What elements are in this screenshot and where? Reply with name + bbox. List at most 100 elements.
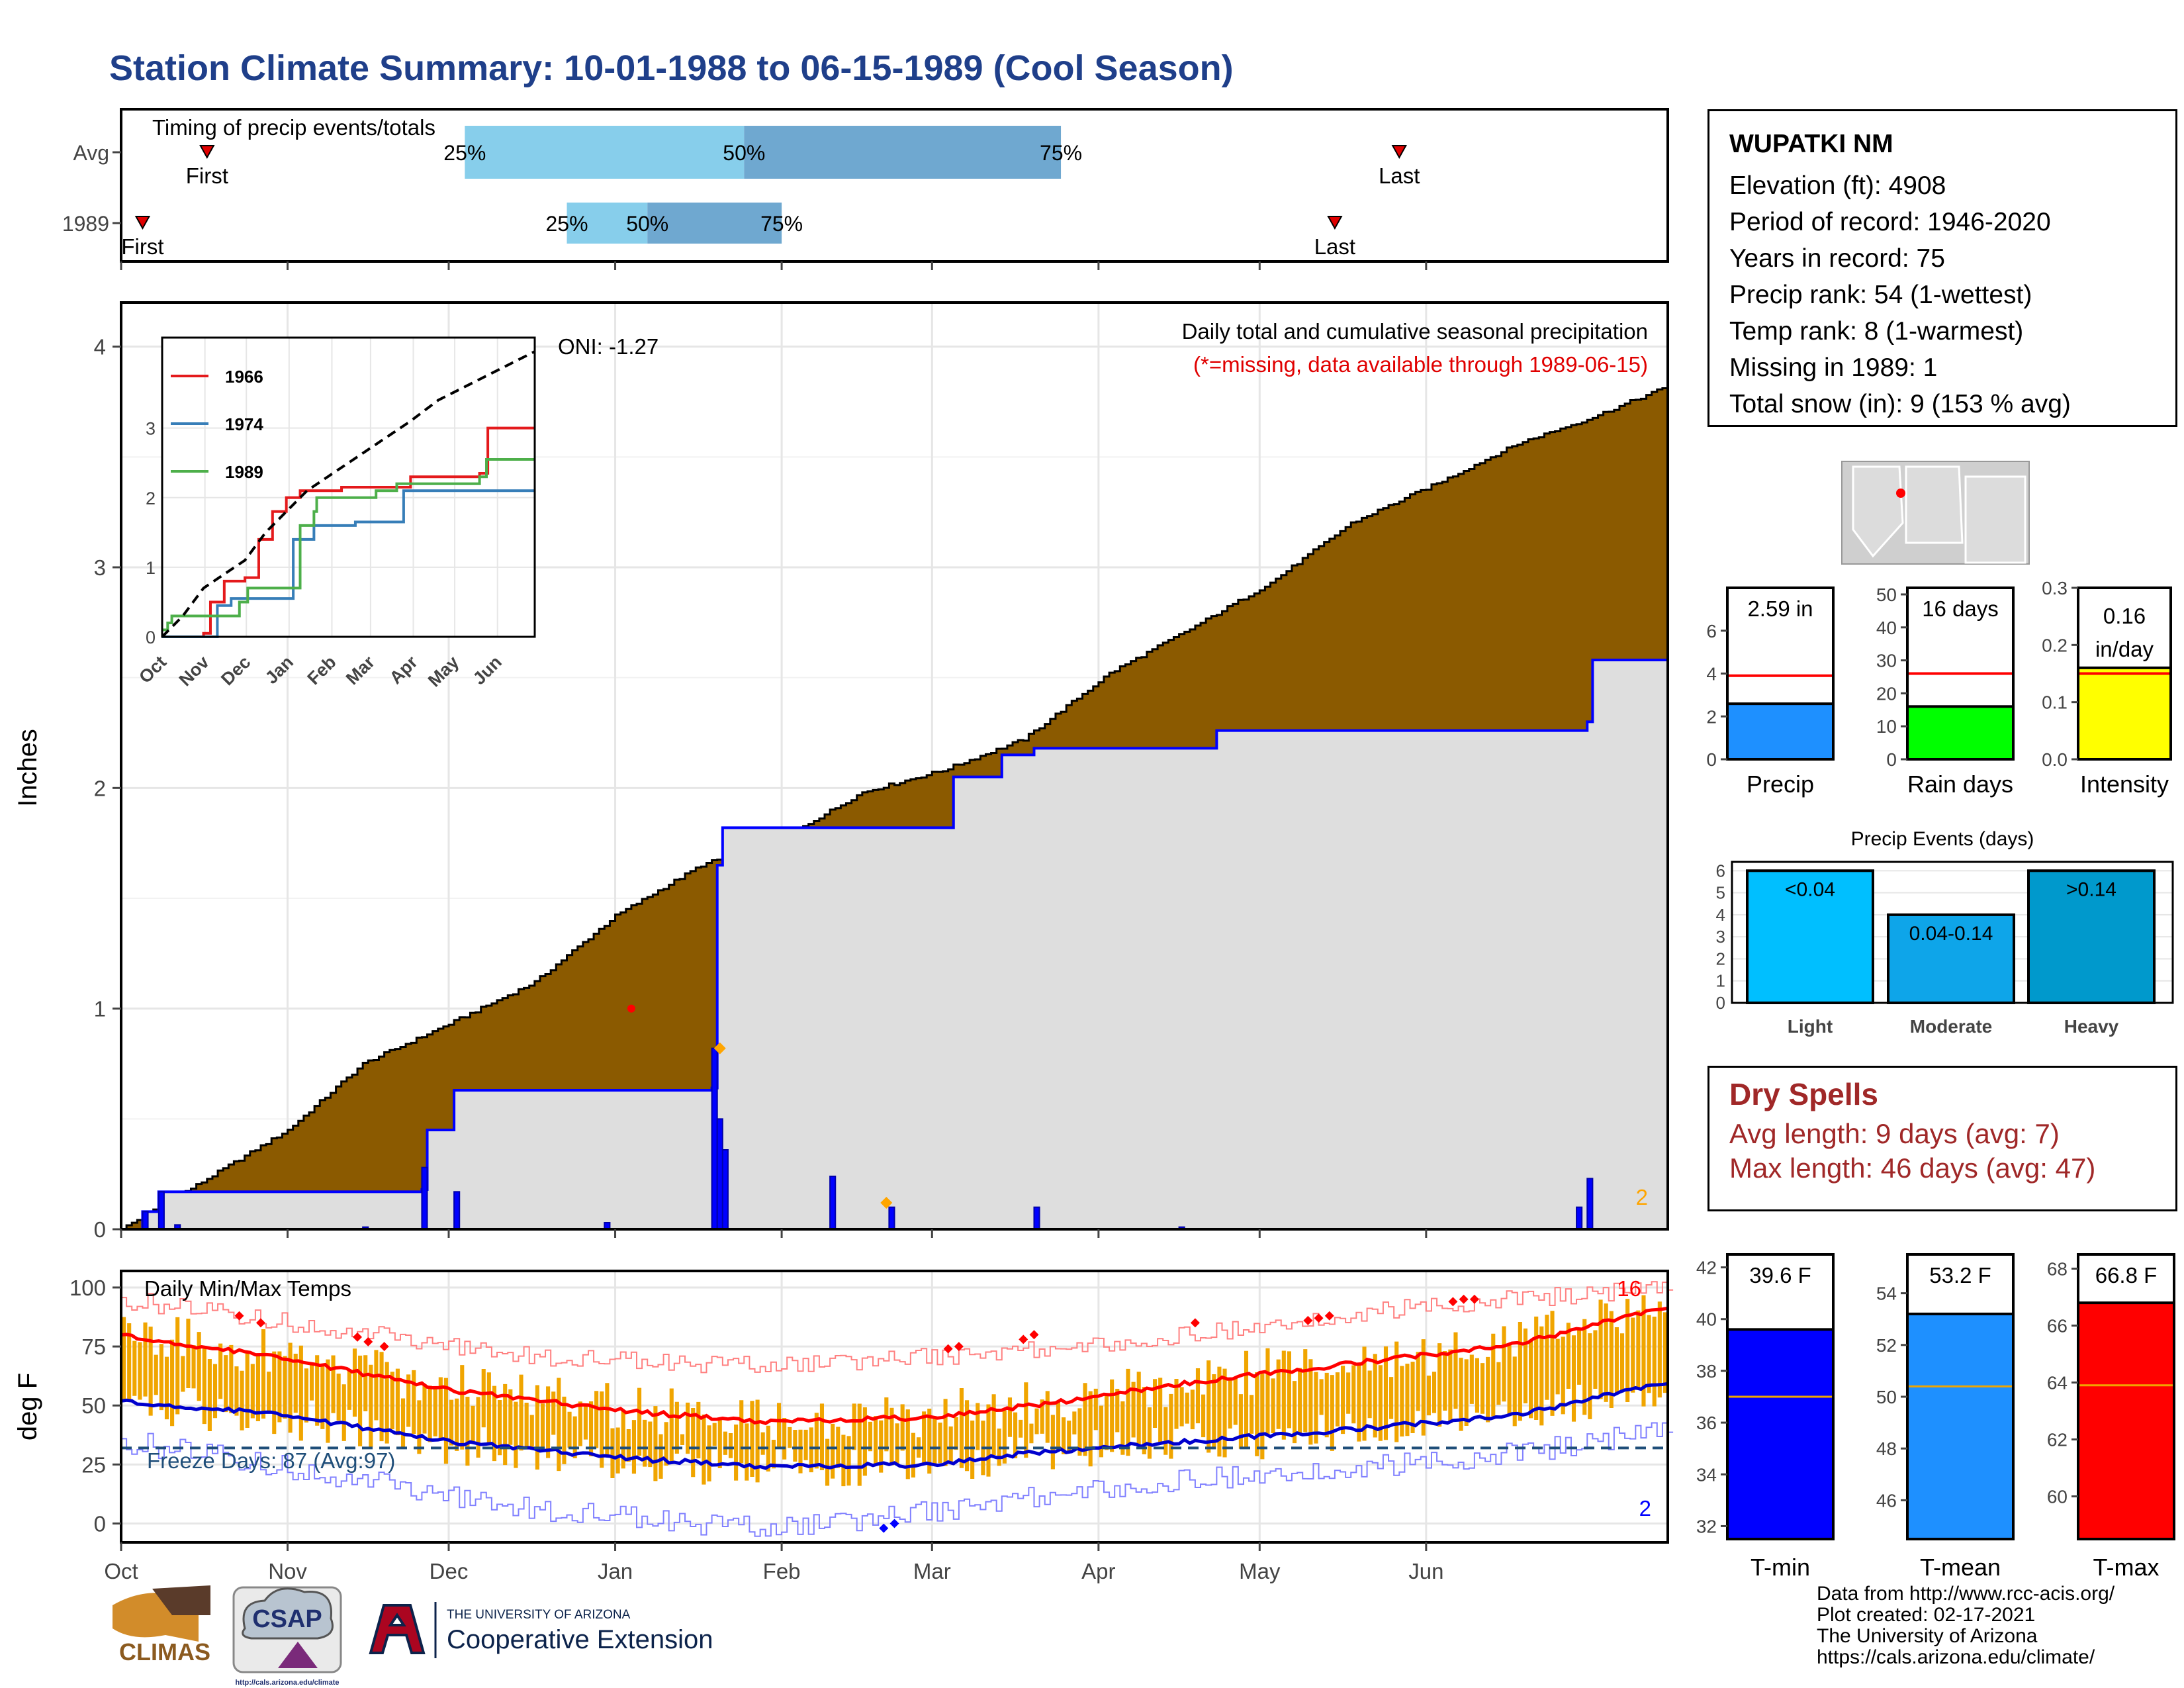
temp-gauge-value-bar	[1726, 1328, 1835, 1540]
inset-y-tick-label: 0	[146, 628, 156, 647]
avg-max-temp-line	[120, 1306, 1668, 1425]
daily-precip-bar	[716, 1118, 723, 1231]
daily-precip-bar	[1586, 1178, 1594, 1231]
csap-url-text: http://cals.arizona.edu/climate	[235, 1679, 339, 1687]
inset-y-tick-label: 2	[146, 489, 156, 508]
temp-y-tick-label: 0	[94, 1511, 106, 1536]
event-bar-label: >0.14	[2066, 878, 2116, 900]
inset-legend-label: 1974	[225, 414, 263, 434]
first-label: First	[121, 234, 163, 259]
precip-tick-label: 6	[1706, 621, 1717, 641]
event-bar	[2027, 869, 2156, 1004]
event-bar	[1887, 913, 2015, 1004]
temp-y-tick-label: 100	[69, 1276, 106, 1300]
oni-label: ONI: -1.27	[558, 334, 659, 359]
month-axis-label: Oct	[104, 1559, 138, 1583]
daily-precip-bar	[142, 1211, 149, 1231]
last-marker	[1327, 216, 1343, 230]
freeze-days-label: Freeze Days: 87 (Avg:97)	[147, 1448, 395, 1473]
raindays-tick-label: 20	[1876, 683, 1897, 704]
temp-gauge-tick-label: 54	[1876, 1284, 1897, 1304]
temp-gauge-label: T-max	[2093, 1554, 2159, 1581]
raindays-gauge-frame	[1906, 586, 2015, 761]
station-line: Total snow (in): 9 (153 % avg)	[1729, 390, 2071, 418]
precip-y-tick-label: 0	[94, 1217, 106, 1242]
temp-gauge-value-label: 66.8 F	[2095, 1263, 2158, 1288]
temp-gauge-tick-label: 32	[1696, 1516, 1717, 1536]
precip-caption: Daily total and cumulative seasonal prec…	[1182, 319, 1648, 344]
pct-25-label: 25%	[545, 212, 588, 236]
precip-y-tick-label: 3	[94, 555, 106, 580]
station-info-box: WUPATKI NM Elevation (ft): 4908 Period o…	[1707, 109, 2177, 427]
temp-gauge-tick-label: 60	[2047, 1487, 2068, 1507]
daily-precip-bar	[888, 1206, 895, 1230]
raindays-tick-label: 10	[1876, 716, 1897, 737]
avg-min-temp-line	[120, 1382, 1668, 1470]
dry-spells-avg: Avg length: 9 days (avg: 7)	[1729, 1118, 2060, 1149]
precip-panel-frame	[120, 301, 1669, 1231]
station-line: Temp rank: 8 (1-warmest)	[1729, 317, 2024, 346]
missing-caption: (*=missing, data available through 1989-…	[1193, 352, 1648, 377]
events-tick-label: 1	[1716, 971, 1725, 991]
event-bar-label: 0.04-0.14	[1909, 923, 1993, 945]
dry-spells-max: Max length: 46 days (avg: 47)	[1729, 1152, 2096, 1184]
temp-gauge-tick-label: 68	[2047, 1259, 2068, 1280]
pct-25-label: 25%	[443, 141, 486, 165]
record-high-marker	[353, 1332, 363, 1342]
timing-bar-q1	[567, 203, 648, 244]
daily-precip-bar	[829, 1176, 837, 1230]
daily-precip-bar	[453, 1191, 461, 1231]
record-high-marker	[234, 1311, 244, 1321]
record-high-marker	[1029, 1330, 1039, 1340]
record-high-marker	[1303, 1315, 1313, 1325]
pct-50-label: 50%	[626, 212, 668, 236]
record-low-count: 2	[1639, 1496, 1651, 1521]
month-axis-label: Jan	[598, 1559, 633, 1583]
precip-y-axis-label: Inches	[13, 729, 42, 807]
month-axis-label: Dec	[430, 1559, 469, 1583]
timing-row-label: Avg	[73, 141, 109, 165]
record-high-marker	[379, 1342, 389, 1352]
raindays-tick-label: 50	[1876, 585, 1897, 605]
last-marker	[1391, 145, 1407, 160]
ua-logo-small-text: THE UNIVERSITY OF ARIZONA	[447, 1608, 631, 1622]
credit-line: The University of Arizona	[1817, 1625, 2038, 1647]
events-tick-label: 6	[1716, 861, 1725, 880]
dry-spells-box: Dry Spells Avg length: 9 days (avg: 7) M…	[1707, 1066, 2177, 1211]
last-label: Last	[1314, 234, 1355, 259]
record-high-marker	[1190, 1318, 1200, 1328]
csap-mountain-icon	[278, 1642, 318, 1668]
inset-series-line	[162, 426, 535, 638]
ua-logo-big-text: Cooperative Extension	[447, 1625, 713, 1654]
temp-y-tick-label: 50	[81, 1393, 106, 1418]
event-bar-label: <0.04	[1785, 878, 1835, 900]
intensity-value-label: 0.16	[2103, 604, 2146, 628]
station-location-dot	[1896, 489, 1905, 498]
last-label: Last	[1379, 164, 1420, 188]
temp-gauge-tick-label: 46	[1876, 1490, 1897, 1511]
pct-75-label: 75%	[760, 212, 803, 236]
temp-y-axis-label: deg F	[13, 1373, 42, 1440]
temp-gauge-tick-label: 40	[1696, 1309, 1717, 1330]
year-cumulative-area	[121, 660, 1668, 1229]
first-label: First	[186, 164, 228, 188]
temp-gauge-tick-label: 52	[1876, 1335, 1897, 1356]
month-axis-label: Jun	[1408, 1559, 1443, 1583]
credit-line: Data from http://www.rcc-acis.org/	[1817, 1583, 2115, 1605]
csap-cloud-icon	[242, 1587, 334, 1640]
precip-value-label: 2.59 in	[1747, 596, 1813, 621]
temp-gauge-tick-label: 34	[1696, 1464, 1717, 1485]
pct-50-label: 50%	[723, 141, 765, 165]
event-category-label: Light	[1788, 1016, 1833, 1037]
raindays-value-bar	[1906, 705, 2015, 761]
temp-gauge-value-bar	[1906, 1312, 2015, 1540]
month-axis-label: May	[1239, 1559, 1281, 1583]
daily-precip-bar	[421, 1166, 428, 1230]
first-marker	[199, 145, 215, 160]
timing-bar-q2	[647, 203, 782, 244]
record-high-marker	[954, 1342, 964, 1352]
climas-logo-text: CLIMAS	[119, 1638, 210, 1665]
month-axis-label: Mar	[913, 1559, 951, 1583]
intensity-tick-label: 0.2	[2042, 635, 2068, 655]
inset-series-line	[162, 457, 535, 632]
